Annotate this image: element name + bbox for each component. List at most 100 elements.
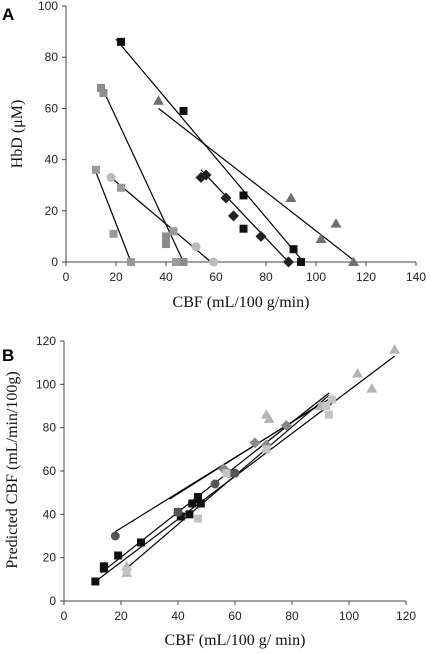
data-point-square bbox=[127, 258, 135, 266]
y-tick-label: 60 bbox=[43, 464, 57, 478]
x-tick-label: 60 bbox=[228, 609, 242, 623]
data-point-circle bbox=[106, 173, 116, 183]
data-point-circle bbox=[209, 257, 218, 267]
data-point-square bbox=[176, 512, 185, 521]
panel-a: A 0 20 40 60 80 100 0 20 40 60 80 100 120 140 CBF (m… bbox=[2, 0, 426, 311]
x-tick-label: 40 bbox=[171, 609, 185, 623]
regression-line bbox=[97, 355, 395, 580]
x-tick-label: 60 bbox=[209, 270, 223, 284]
x-tick-label: 100 bbox=[306, 270, 326, 284]
data-point-diamond bbox=[200, 169, 212, 181]
data-point-triangle bbox=[366, 383, 378, 393]
data-point-square bbox=[99, 564, 108, 573]
data-point-triangle bbox=[330, 218, 342, 228]
data-point-square bbox=[179, 258, 188, 266]
panel-a-label: A bbox=[2, 5, 14, 24]
y-tick-label: 0 bbox=[49, 594, 56, 608]
data-point-square bbox=[122, 566, 131, 575]
data-point-square bbox=[117, 37, 125, 46]
x-tick-label: 140 bbox=[406, 270, 426, 284]
data-point-square bbox=[185, 510, 194, 519]
data-point-square bbox=[289, 245, 298, 254]
x-tick-label: 120 bbox=[396, 609, 416, 623]
data-point-triangle bbox=[263, 413, 275, 423]
data-point-diamond bbox=[255, 230, 267, 242]
x-tick-label: 100 bbox=[339, 609, 359, 623]
data-point-circle bbox=[191, 242, 201, 252]
y-tick-label: 80 bbox=[45, 50, 59, 64]
data-point-square bbox=[327, 395, 336, 404]
data-point-triangle bbox=[389, 344, 401, 354]
data-point-square bbox=[114, 551, 123, 560]
y-tick-label: 60 bbox=[45, 101, 59, 115]
y-tick-label: 100 bbox=[36, 377, 56, 391]
data-point-square bbox=[193, 514, 202, 523]
data-point-square bbox=[188, 499, 197, 508]
data-point-square bbox=[136, 538, 145, 547]
data-point-square bbox=[222, 469, 231, 478]
data-point-triangle bbox=[348, 256, 359, 266]
data-point-triangle bbox=[153, 95, 164, 105]
panel-b-label: B bbox=[2, 346, 14, 365]
y-tick-label: 0 bbox=[51, 255, 58, 269]
data-point-diamond bbox=[283, 256, 294, 268]
data-point-square bbox=[169, 227, 178, 236]
data-point-square bbox=[179, 106, 188, 115]
panel-b-x-axis-label: CBF (mL/100 g/ min) bbox=[165, 632, 306, 649]
data-point-square bbox=[239, 224, 248, 233]
data-point-square bbox=[92, 165, 100, 174]
x-tick-label: 120 bbox=[356, 270, 376, 284]
x-tick-label: 40 bbox=[159, 270, 173, 284]
y-tick-label: 40 bbox=[45, 153, 59, 167]
x-tick-label: 20 bbox=[109, 270, 123, 284]
data-point-triangle bbox=[352, 368, 364, 378]
y-tick-label: 40 bbox=[43, 507, 57, 521]
regression-line bbox=[115, 38, 304, 263]
data-point-triangle bbox=[285, 192, 297, 202]
regression-line bbox=[95, 172, 132, 263]
data-point-diamond bbox=[228, 210, 239, 222]
data-point-diamond bbox=[280, 420, 292, 431]
data-point-square bbox=[239, 191, 248, 200]
data-point-square bbox=[297, 258, 305, 266]
x-tick-label: 80 bbox=[285, 609, 299, 623]
x-tick-label: 80 bbox=[259, 270, 273, 284]
data-point-square bbox=[109, 229, 118, 238]
data-point-circle bbox=[210, 479, 220, 489]
data-point-circle bbox=[110, 531, 120, 541]
x-tick-label: 0 bbox=[61, 609, 68, 623]
data-point-square bbox=[325, 410, 334, 419]
data-point-circle bbox=[173, 507, 183, 517]
data-point-square bbox=[162, 232, 170, 241]
panel-a-y-axis-label: HbD (μM) bbox=[9, 100, 26, 169]
panel-b-y-axis-label: Predicted CBF (mL/min/100g) bbox=[4, 371, 21, 568]
panel-a-x-axis-label: CBF (mL/100 g/min) bbox=[173, 294, 310, 311]
data-point-square bbox=[196, 499, 205, 508]
data-point-diamond bbox=[249, 437, 261, 449]
regression-line bbox=[158, 107, 357, 263]
y-tick-label: 100 bbox=[38, 0, 58, 13]
regression-line bbox=[169, 403, 321, 500]
data-point-square bbox=[162, 240, 170, 249]
y-tick-label: 20 bbox=[43, 551, 57, 565]
data-point-triangle bbox=[315, 233, 327, 243]
regression-line bbox=[200, 169, 289, 263]
panel-b: B 0 20 40 60 80 100 120 0 20 40 60 80 100 120 CBF (m… bbox=[2, 334, 416, 649]
y-tick-label: 20 bbox=[45, 204, 59, 218]
data-point-square bbox=[91, 577, 100, 586]
data-point-square bbox=[172, 258, 180, 266]
x-tick-label: 20 bbox=[114, 609, 128, 623]
data-point-circle bbox=[230, 468, 240, 478]
data-point-square bbox=[262, 445, 271, 454]
data-point-square bbox=[99, 89, 108, 98]
x-tick-label: 0 bbox=[63, 270, 70, 284]
data-point-square bbox=[97, 83, 105, 92]
regression-line bbox=[123, 394, 330, 572]
data-point-square bbox=[322, 402, 331, 410]
data-point-diamond bbox=[220, 192, 232, 204]
data-point-square bbox=[117, 183, 125, 192]
y-tick-label: 80 bbox=[43, 421, 57, 435]
data-point-square bbox=[193, 493, 202, 501]
y-tick-label: 120 bbox=[36, 334, 56, 348]
